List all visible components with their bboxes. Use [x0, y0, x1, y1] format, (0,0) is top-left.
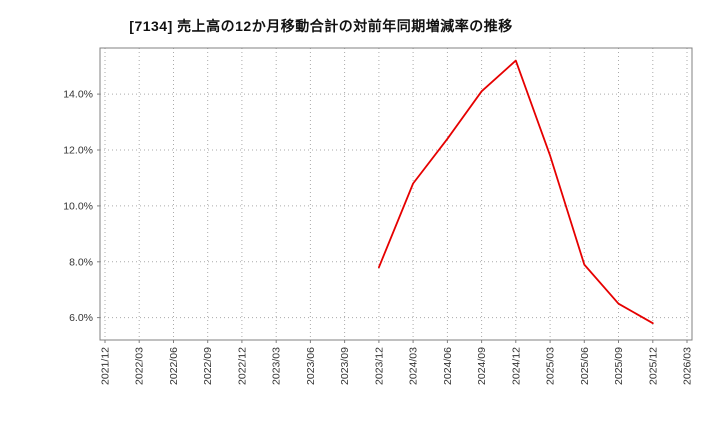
x-tick-label: 2023/03	[271, 347, 283, 385]
gridlines	[100, 48, 692, 340]
x-tick-label: 2021/12	[100, 347, 112, 385]
x-tick-label: 2024/09	[476, 347, 488, 385]
y-tick-label: 12.0%	[63, 145, 93, 157]
x-tick-label: 2025/09	[613, 347, 625, 385]
x-tick-label: 2023/06	[305, 347, 317, 385]
x-tick-label: 2026/03	[682, 347, 694, 385]
series-line	[378, 59, 654, 325]
x-tick-label: 2022/03	[134, 347, 146, 385]
y-tick-label: 10.0%	[63, 200, 93, 212]
x-tick-label: 2025/03	[545, 347, 557, 385]
x-tick-label: 2022/09	[202, 347, 214, 385]
x-tick-label: 2024/03	[408, 347, 420, 385]
y-tick-label: 14.0%	[63, 89, 93, 101]
x-tick-label: 2023/09	[339, 347, 351, 385]
x-tick-label: 2024/12	[510, 347, 522, 385]
y-tick-label: 8.0%	[69, 256, 93, 268]
x-tick-label: 2024/06	[442, 347, 454, 385]
plot-border	[99, 47, 693, 341]
x-tick-label: 2022/06	[168, 347, 180, 385]
x-tick-label: 2022/12	[236, 347, 248, 385]
x-tick-label: 2025/12	[647, 347, 659, 385]
x-tick-label: 2023/12	[373, 347, 385, 385]
x-tick-label: 2025/06	[579, 347, 591, 385]
chart-title: [7134] 売上高の12か月移動合計の対前年同期増減率の推移	[129, 18, 513, 34]
y-tick-label: 6.0%	[69, 312, 93, 324]
